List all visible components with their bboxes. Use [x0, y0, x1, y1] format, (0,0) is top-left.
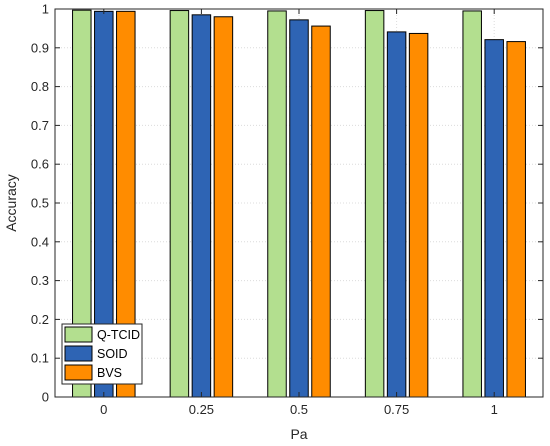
bar-bvs-0-25	[213, 16, 234, 398]
y-tick-label: 0.1	[31, 351, 49, 366]
bar-soid-0-75	[386, 31, 407, 398]
bar-q-tcid-1	[462, 10, 482, 398]
bar-bvs-0-5	[311, 25, 331, 398]
legend-label: BVS	[97, 366, 122, 380]
y-axis-label: Accuracy	[3, 174, 19, 232]
x-tick-label: 1	[491, 402, 498, 417]
legend-label: SOID	[97, 347, 128, 361]
x-tick-label: 0.25	[189, 402, 214, 417]
legend-swatch	[64, 326, 93, 343]
y-tick-label: 0.5	[31, 196, 49, 211]
x-axis-label: Pa	[290, 426, 307, 442]
bar-bvs-0-75	[408, 32, 429, 398]
bar-bvs-1	[506, 41, 526, 398]
y-tick-label: 0.8	[31, 79, 49, 94]
legend: Q-TCID SOID BVS	[61, 323, 143, 385]
bar-soid-1	[484, 39, 504, 398]
y-tick-label: 0.4	[31, 234, 49, 249]
x-tick-label: 0.75	[384, 402, 409, 417]
y-tick-label: 0.3	[31, 273, 49, 288]
bar-soid-0-25	[191, 14, 212, 398]
bar-soid-0-5	[289, 19, 309, 398]
y-tick-label: 0.9	[31, 40, 49, 55]
x-tick-label: 0	[100, 402, 107, 417]
y-tick-label: 0.2	[31, 312, 49, 327]
axis-ticks: 0 0.1 0.2 0.3 0.4 0.5 0.6 0.7 0.8 0.9 1 0 0.25 0.5 0.7…	[31, 2, 543, 417]
bar-q-tcid-0-75	[364, 10, 385, 398]
bar-q-tcid-0-5	[267, 10, 287, 398]
legend-label: Q-TCID	[97, 328, 140, 342]
y-tick-label: 0.7	[31, 118, 49, 133]
legend-swatch	[64, 345, 93, 362]
y-tick-label: 1	[42, 2, 49, 17]
x-tick-label: 0.5	[290, 402, 308, 417]
y-tick-label: 0.6	[31, 157, 49, 172]
bar-q-tcid-0-25	[169, 10, 190, 398]
legend-swatch	[64, 364, 93, 381]
y-tick-label: 0	[42, 390, 49, 405]
bars	[72, 9, 526, 398]
